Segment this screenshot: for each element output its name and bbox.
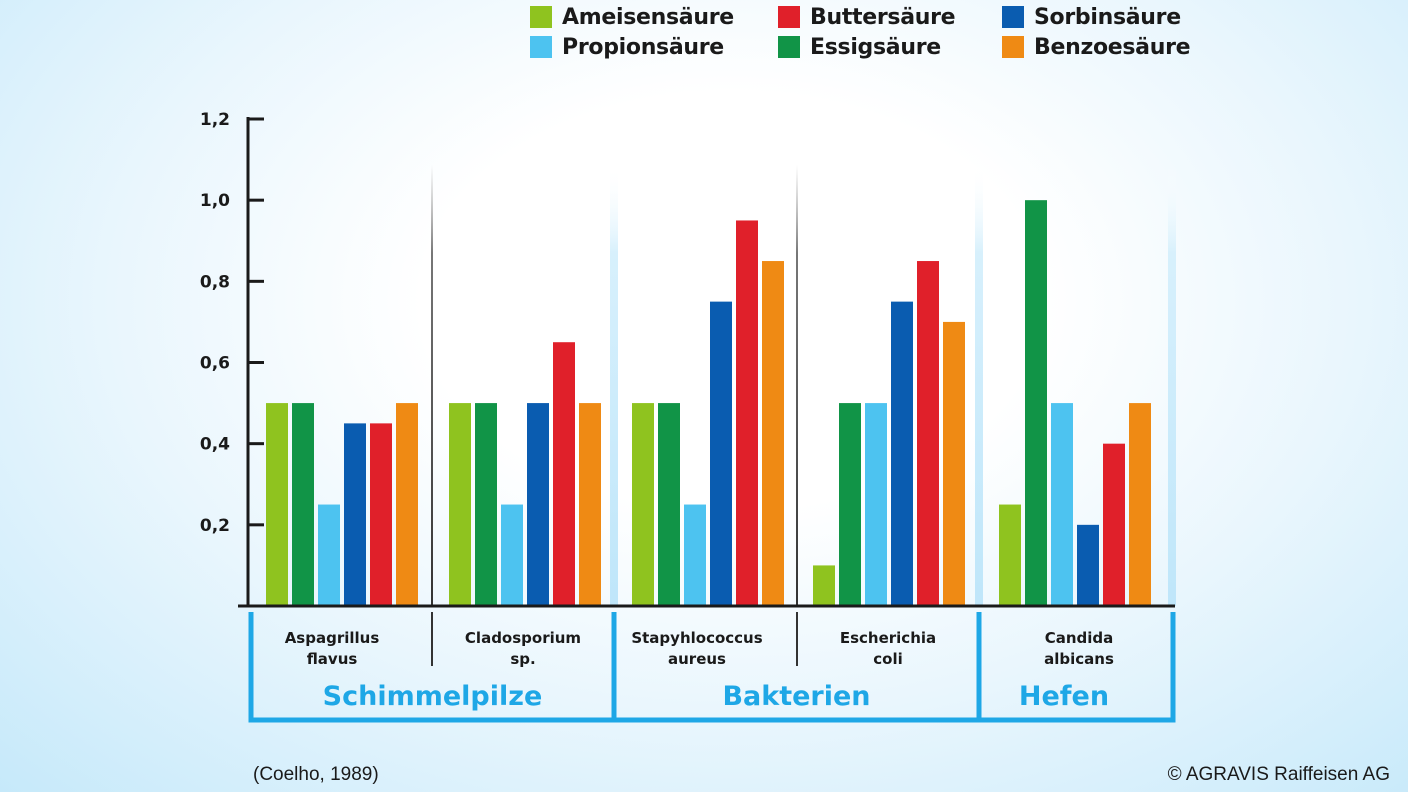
y-tick-label: 0,8 bbox=[200, 272, 230, 292]
bar-essigsaeure-3 bbox=[658, 403, 680, 606]
legend-label: Sorbinsäure bbox=[1034, 4, 1181, 30]
legend: Ameisensäure Buttersäure Sorbinsäure Propio… bbox=[530, 4, 1210, 60]
bar-benzoesaeure-5 bbox=[1129, 403, 1151, 606]
category-separator bbox=[796, 165, 798, 606]
bar-propionsaeure-2 bbox=[501, 504, 523, 606]
category-label: albicans bbox=[1044, 650, 1114, 668]
bar-propionsaeure-1 bbox=[318, 504, 340, 606]
y-tick-label: 0,4 bbox=[200, 435, 230, 455]
legend-swatch bbox=[530, 36, 552, 58]
legend-item-ameisensaeure: Ameisensäure bbox=[530, 4, 778, 30]
legend-item-essigsaeure: Essigsäure bbox=[778, 34, 1002, 60]
bar-propionsaeure-5 bbox=[1051, 403, 1073, 606]
legend-item-benzoesaeure: Benzoesäure bbox=[1002, 34, 1202, 60]
category-label: Candida bbox=[1045, 629, 1114, 647]
legend-item-propionsaeure: Propionsäure bbox=[530, 34, 778, 60]
category-label: flavus bbox=[307, 650, 358, 668]
group-separator-band bbox=[610, 165, 618, 606]
legend-swatch bbox=[530, 6, 552, 28]
bar-ameisensaeure-1 bbox=[266, 403, 288, 606]
bar-benzoesaeure-2 bbox=[579, 403, 601, 606]
bar-essigsaeure-5 bbox=[1025, 200, 1047, 606]
bar-buttersaeure-4 bbox=[917, 261, 939, 606]
bar-sorbinsaeure-5 bbox=[1077, 524, 1099, 606]
group-label-bakterien: Bakterien bbox=[722, 681, 870, 712]
legend-item-sorbinsaeure: Sorbinsäure bbox=[1002, 4, 1202, 30]
bar-ameisensaeure-5 bbox=[999, 504, 1021, 606]
bar-buttersaeure-1 bbox=[370, 423, 392, 606]
category-label: Escherichia bbox=[840, 629, 936, 647]
legend-swatch bbox=[778, 6, 800, 28]
legend-label: Ameisensäure bbox=[562, 4, 734, 30]
y-tick-label: 1,2 bbox=[200, 110, 230, 130]
group-label-hefen: Hefen bbox=[1019, 681, 1109, 712]
category-box-frame bbox=[248, 612, 1176, 723]
bar-essigsaeure-1 bbox=[292, 403, 314, 606]
legend-swatch bbox=[1002, 36, 1024, 58]
bar-propionsaeure-3 bbox=[684, 504, 706, 606]
group-separator-band bbox=[975, 165, 983, 606]
legend-label: Propionsäure bbox=[562, 34, 724, 60]
bar-buttersaeure-2 bbox=[553, 342, 575, 606]
bar-benzoesaeure-3 bbox=[762, 261, 784, 606]
bar-ameisensaeure-4 bbox=[813, 565, 835, 606]
bar-sorbinsaeure-4 bbox=[891, 301, 913, 606]
copyright-notice: © AGRAVIS Raiffeisen AG bbox=[1167, 764, 1390, 785]
y-tick-label: 1,0 bbox=[200, 191, 230, 211]
category-label: Stapyhlococcus bbox=[631, 629, 762, 647]
bar-ameisensaeure-3 bbox=[632, 403, 654, 606]
bar-benzoesaeure-1 bbox=[396, 403, 418, 606]
category-label: Cladosporium bbox=[465, 629, 581, 647]
bar-sorbinsaeure-2 bbox=[527, 403, 549, 606]
bar-buttersaeure-5 bbox=[1103, 443, 1125, 606]
bar-sorbinsaeure-3 bbox=[710, 301, 732, 606]
category-label: sp. bbox=[510, 650, 535, 668]
bar-propionsaeure-4 bbox=[865, 403, 887, 606]
bar-benzoesaeure-4 bbox=[943, 321, 965, 606]
legend-swatch bbox=[778, 36, 800, 58]
bar-sorbinsaeure-1 bbox=[344, 423, 366, 606]
category-separator bbox=[431, 165, 433, 606]
category-label: coli bbox=[873, 650, 902, 668]
legend-swatch bbox=[1002, 6, 1024, 28]
bar-buttersaeure-3 bbox=[736, 220, 758, 607]
legend-label: Benzoesäure bbox=[1034, 34, 1191, 60]
legend-item-buttersaeure: Buttersäure bbox=[778, 4, 1002, 30]
group-separator-band bbox=[1168, 165, 1176, 606]
group-label-schimmelpilze: Schimmelpilze bbox=[323, 681, 543, 712]
y-tick-label: 0,6 bbox=[200, 354, 230, 374]
bar-ameisensaeure-2 bbox=[449, 403, 471, 606]
category-label: Aspagrillus bbox=[285, 629, 380, 647]
legend-label: Essigsäure bbox=[810, 34, 941, 60]
bar-essigsaeure-2 bbox=[475, 403, 497, 606]
y-tick-label: 0,2 bbox=[200, 516, 230, 536]
category-label: aureus bbox=[668, 650, 726, 668]
source-citation: (Coelho, 1989) bbox=[253, 764, 379, 785]
bar-essigsaeure-4 bbox=[839, 403, 861, 606]
legend-label: Buttersäure bbox=[810, 4, 956, 30]
